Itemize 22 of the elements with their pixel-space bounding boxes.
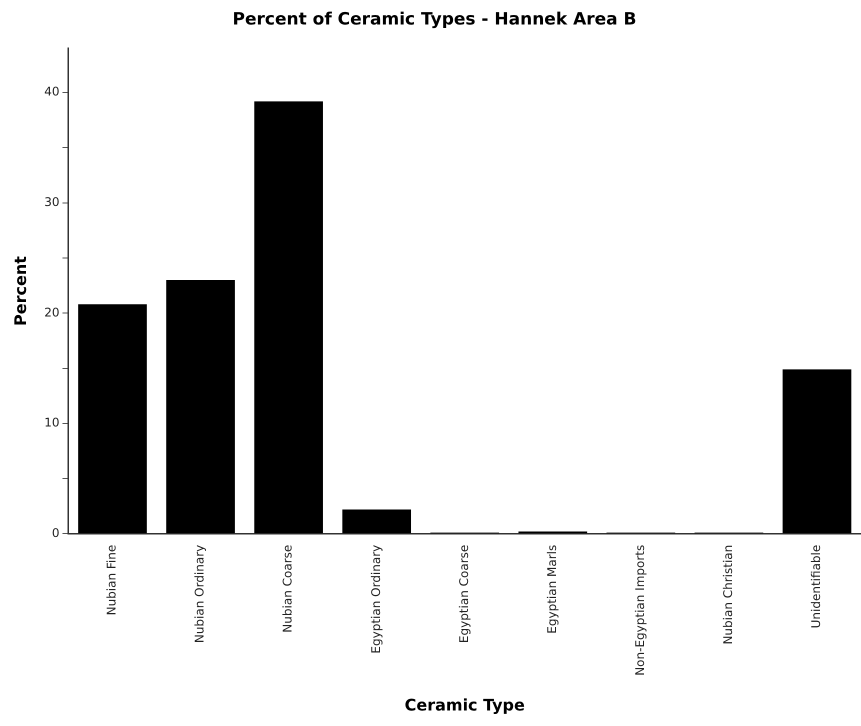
bar	[254, 101, 323, 534]
x-tick-label: Unidentifiable	[809, 544, 824, 628]
x-tick-label: Egyptian Ordinary	[368, 544, 383, 654]
bar	[342, 509, 412, 534]
y-tick-label: 40	[44, 84, 60, 99]
x-tick-label: Nubian Ordinary	[192, 544, 207, 644]
x-axis-title: Ceramic Type	[404, 696, 525, 715]
bar	[166, 280, 235, 534]
x-tick-label: Nubian Christian	[721, 544, 736, 645]
x-tick-label: Nubian Coarse	[280, 544, 295, 633]
y-tick-label: 0	[52, 526, 60, 540]
x-tick-label: Nubian Fine	[104, 544, 119, 616]
bar	[782, 369, 852, 534]
x-tick-label: Egyptian Marls	[544, 544, 559, 634]
y-axis-title: Percent	[10, 256, 30, 326]
x-tick-label: Non-Egyptian Imports	[632, 544, 647, 676]
chart-title: Percent of Ceramic Types - Hannek Area B	[232, 10, 636, 30]
bar	[78, 304, 147, 534]
x-tick-label: Egyptian Coarse	[456, 544, 471, 644]
y-tick-label: 30	[44, 194, 60, 209]
y-tick-label: 20	[44, 305, 60, 320]
y-tick-label: 10	[44, 416, 60, 430]
